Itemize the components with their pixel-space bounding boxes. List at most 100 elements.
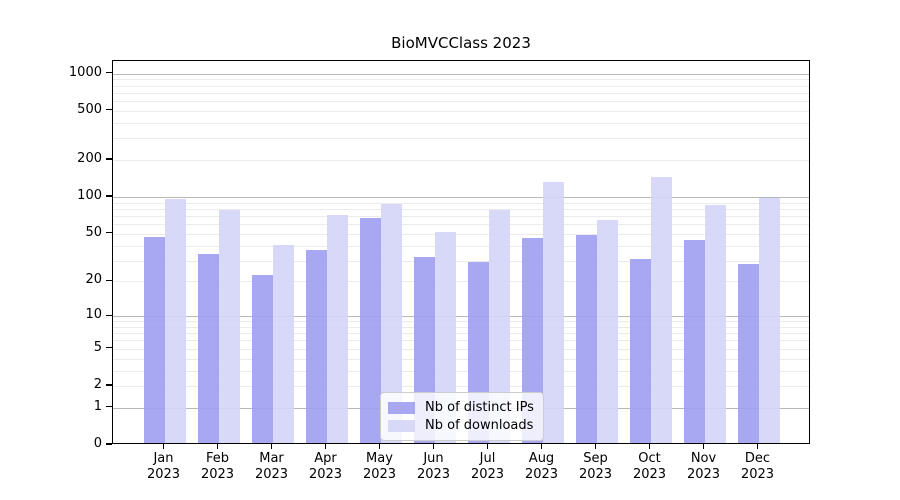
x-tick-month: Jul [479,451,496,466]
legend-item-distinct-ips: Nb of distinct IPs [388,399,535,416]
x-tick-label-jul: Jul 2023 [456,451,520,483]
gridline-minor [113,85,809,87]
x-tick-month: Oct [638,451,661,466]
gridline-minor [113,202,809,204]
y-tick-label: 2 [93,377,102,392]
bar-nb-of-distinct-ips-nov [683,239,705,443]
gridline-minor [113,215,809,217]
x-tick-year: 2023 [416,467,451,482]
x-tick [162,444,165,449]
x-tick-year: 2023 [200,467,235,482]
x-tick [540,444,543,449]
x-tick-year: 2023 [632,467,667,482]
x-tick-year: 2023 [686,467,721,482]
bar-nb-of-downloads-oct [650,176,672,443]
x-tick-year: 2023 [470,467,505,482]
x-tick-year: 2023 [740,467,775,482]
y-tick [106,347,112,349]
chart-title: BioMVCClass 2023 [391,34,531,52]
x-tick [486,444,489,449]
x-tick-label-may: May 2023 [348,451,412,483]
x-tick-year: 2023 [362,467,397,482]
x-tick-label-jan: Jan 2023 [132,451,196,483]
gridline-minor [113,92,809,94]
x-tick-month: Apr [314,451,337,466]
bar-nb-of-distinct-ips-apr [305,250,327,443]
plot-area [112,60,810,444]
bar-nb-of-distinct-ips-dec [737,263,759,443]
x-tick [648,444,651,449]
y-tick [106,443,112,445]
x-tick [702,444,705,449]
x-tick-year: 2023 [308,467,343,482]
gridline-minor [113,326,809,328]
gridline-minor [113,386,809,387]
x-tick [324,444,327,449]
x-tick-label-nov: Nov 2023 [672,451,736,483]
y-tick [106,195,112,197]
x-tick [594,444,597,449]
gridline-minor [113,110,809,112]
bar-nb-of-downloads-dec [758,197,780,443]
y-tick [106,109,112,111]
x-tick [270,444,273,449]
bar-nb-of-distinct-ips-feb [197,253,219,443]
bar-nb-of-distinct-ips-may [359,217,381,443]
y-tick [106,406,112,408]
x-tick-year: 2023 [254,467,289,482]
legend-item-downloads: Nb of downloads [388,417,535,434]
bar-nb-of-downloads-jul [488,209,510,443]
bar-nb-of-downloads-mar [272,244,294,443]
x-tick [378,444,381,449]
x-tick [216,444,219,449]
x-tick-month: Dec [744,451,771,466]
gridline-minor [113,358,809,360]
x-tick-label-dec: Dec 2023 [726,451,790,483]
gridline-minor [113,348,809,350]
y-tick-label: 20 [85,272,102,288]
y-tick [106,158,112,160]
x-tick-month: Aug [528,451,555,466]
gridline-minor [113,370,809,372]
x-tick-label-jun: Jun 2023 [402,451,466,483]
gridline-minor [113,281,809,283]
gridline-minor [113,224,809,226]
gridline-major [113,73,809,75]
x-tick-year: 2023 [146,467,181,482]
gridline-minor [113,233,809,235]
bar-nb-of-distinct-ips-sep [575,235,597,443]
legend: Nb of distinct IPs Nb of downloads [380,392,544,441]
x-tick-label-oct: Oct 2023 [618,451,682,483]
x-tick-year: 2023 [578,467,613,482]
bar-nb-of-downloads-may [380,204,402,443]
x-tick-label-sep: Sep 2023 [564,451,628,483]
y-tick-label: 200 [77,151,102,166]
gridline-minor [113,101,809,103]
bar-nb-of-downloads-jan [164,199,186,443]
bar-nb-of-downloads-apr [326,214,348,443]
gridline-minor [113,208,809,210]
x-tick-label-aug: Aug 2023 [510,451,574,483]
x-tick-month: Mar [259,451,284,466]
x-tick-month: Nov [690,451,717,466]
gridline-minor [113,138,809,140]
bar-nb-of-distinct-ips-jan [143,237,165,443]
y-tick-label: 1 [93,398,102,414]
y-tick [106,279,112,281]
y-tick [106,384,112,386]
gridline-minor [113,260,809,262]
gridline-minor [113,333,809,335]
bar-nb-of-downloads-nov [704,204,726,443]
legend-label-downloads: Nb of downloads [425,418,534,433]
x-tick-month: Feb [205,451,230,466]
y-tick [106,314,112,316]
x-tick [756,444,759,449]
x-tick-label-apr: Apr 2023 [294,451,358,483]
x-tick-month: Jan [153,451,174,466]
bar-nb-of-downloads-feb [218,210,240,443]
bar-nb-of-distinct-ips-oct [629,258,651,443]
legend-label-distinct-ips: Nb of distinct IPs [425,400,534,415]
legend-swatch-downloads [388,419,415,432]
y-tick-label: 0 [93,436,102,451]
